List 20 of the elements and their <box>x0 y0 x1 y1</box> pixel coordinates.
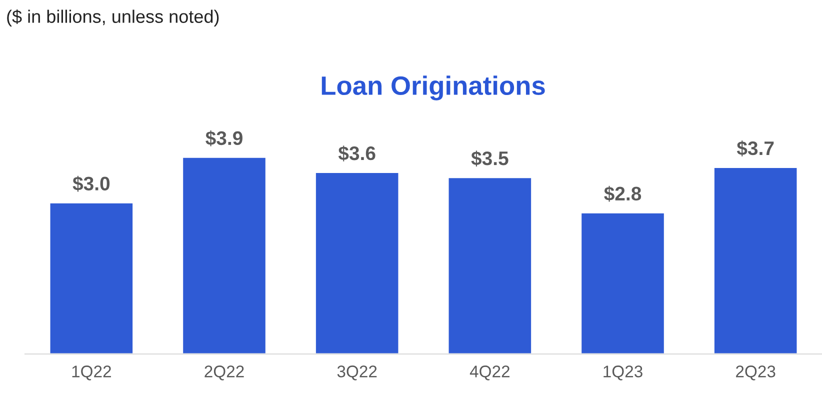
data-label: $3.0 <box>72 176 110 192</box>
x-tick-label: 2Q23 <box>736 366 776 380</box>
text: ($ in billions, unless noted) <box>7 9 219 27</box>
data-label: $3.6 <box>338 146 376 162</box>
x-tick-label: 3Q22 <box>337 366 377 380</box>
x-tick-label: 1Q23 <box>604 366 642 380</box>
data-label: $3.5 <box>471 150 508 166</box>
data-label: $3.9 <box>206 130 242 146</box>
x-tick-label: 4Q22 <box>470 366 510 380</box>
data-label: $3.7 <box>736 140 774 156</box>
bar <box>580 212 666 354</box>
bar <box>314 172 400 354</box>
chart-title: Loan Originations <box>322 76 545 100</box>
bar <box>48 202 134 354</box>
bar <box>447 176 532 354</box>
bar <box>182 156 267 354</box>
data-label: $2.8 <box>604 186 642 202</box>
x-tick-label: 1Q22 <box>72 366 111 380</box>
bar <box>713 166 798 354</box>
x-tick-label: 2Q22 <box>204 366 244 380</box>
